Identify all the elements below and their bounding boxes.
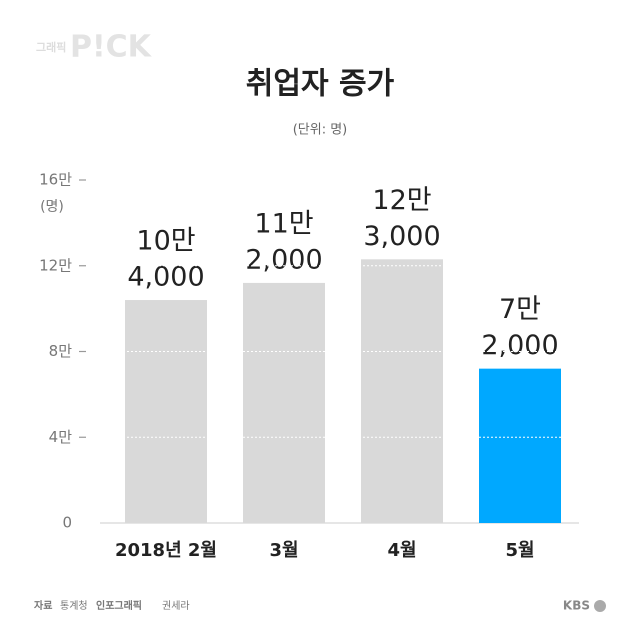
source-label: 자료 xyxy=(34,599,52,612)
logo: P!CK xyxy=(70,30,153,65)
bar xyxy=(125,300,207,523)
bar xyxy=(479,368,561,523)
y-tick-label: 12만 xyxy=(39,256,72,274)
source: 통계청 xyxy=(60,600,88,612)
y-tick-label: 4만 xyxy=(49,428,73,446)
y-tick-label: 8만 xyxy=(49,342,73,360)
value-label: 7만 xyxy=(499,294,541,325)
x-tick-label: 4월 xyxy=(387,540,416,561)
logo-prefix: 그래픽 xyxy=(36,40,66,54)
value-label: 10만 xyxy=(136,226,195,257)
broadcaster: KBS xyxy=(563,599,590,613)
y-axis-label: (명) xyxy=(40,199,64,215)
x-tick-label: 2018년 2월 xyxy=(115,540,217,561)
value-label: 2,000 xyxy=(245,244,322,275)
x-tick-label: 5월 xyxy=(505,540,534,561)
chart-subtitle: (단위: 명) xyxy=(293,123,348,138)
bar xyxy=(243,282,325,523)
x-tick-label: 3월 xyxy=(269,540,298,561)
chart-title: 취업자 증가 xyxy=(246,67,395,102)
value-label: 11만 xyxy=(254,208,313,239)
value-label: 3,000 xyxy=(363,221,440,252)
credit: 권세라 xyxy=(162,600,190,612)
y-tick-label: 0 xyxy=(62,514,72,532)
logo-icon xyxy=(594,600,606,612)
y-tick-label: 16만 xyxy=(39,171,72,189)
bar xyxy=(361,259,443,523)
value-label: 2,000 xyxy=(481,330,558,361)
credit-label: 인포그래픽 xyxy=(96,599,142,612)
value-label: 4,000 xyxy=(127,262,204,293)
value-label: 12만 xyxy=(372,185,431,216)
